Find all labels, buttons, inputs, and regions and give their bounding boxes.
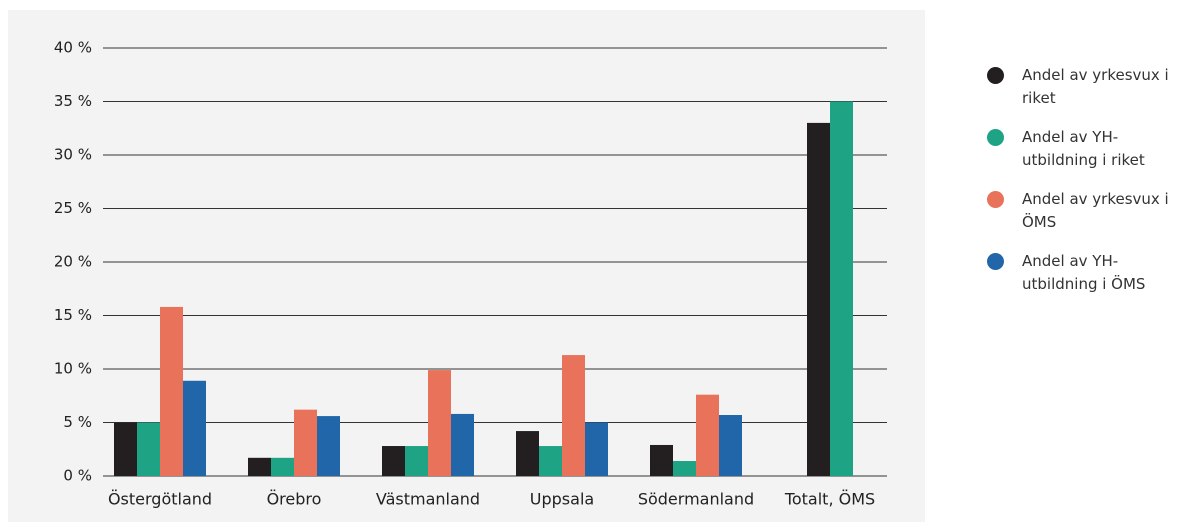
legend-label: Andel av YH-utbildning i ÖMS [1022,252,1146,293]
x-tick-label: Uppsala [530,490,594,509]
bar [585,422,608,476]
bar [562,355,585,476]
legend-swatch [987,253,1004,270]
legend-item: Andel av yrkesvux i riket [985,64,1185,126]
bar [539,446,562,476]
y-tick-label: 30 % [54,146,92,164]
bar [248,457,271,476]
y-tick-label: 0 % [63,467,92,485]
bar [719,415,742,476]
y-tick-label: 10 % [54,360,92,378]
bar [830,101,853,476]
bar [271,457,294,476]
x-tick-label: Östergötland [108,490,212,509]
y-tick-label: 25 % [54,199,92,217]
legend-label: Andel av YH-utbildning i riket [1022,128,1145,169]
x-tick-label: Södermanland [638,490,754,509]
bar [317,416,340,476]
legend-swatch [987,67,1004,84]
bar [516,431,539,476]
bar [294,409,317,476]
bar [650,444,673,476]
legend-swatch [987,191,1004,208]
bar [428,370,451,476]
legend-item: Andel av YH-utbildning i ÖMS [985,250,1185,312]
x-tick-label: Totalt, ÖMS [784,490,875,509]
y-tick-label: 40 % [54,39,92,57]
legend-swatch [987,129,1004,146]
y-tick-label: 5 % [63,413,92,431]
bar [807,122,830,477]
y-tick-label: 35 % [54,92,92,110]
bar [137,422,160,476]
x-tick-label: Örebro [267,490,322,509]
legend: Andel av yrkesvux i riket Andel av YH-utb… [985,64,1185,312]
legend-item: Andel av yrkesvux i ÖMS [985,188,1185,250]
bar [696,394,719,476]
y-tick-label: 15 % [54,306,92,324]
bar [382,446,405,476]
bar [160,306,183,476]
x-tick-label: Västmanland [376,490,480,509]
bar [673,461,696,476]
y-tick-label: 20 % [54,253,92,271]
legend-label: Andel av yrkesvux i ÖMS [1022,190,1169,231]
bar [451,413,474,476]
legend-label: Andel av yrkesvux i riket [1022,66,1169,107]
bar [405,446,428,476]
bar [114,422,137,476]
bar [183,380,206,476]
legend-item: Andel av YH-utbildning i riket [985,126,1185,188]
